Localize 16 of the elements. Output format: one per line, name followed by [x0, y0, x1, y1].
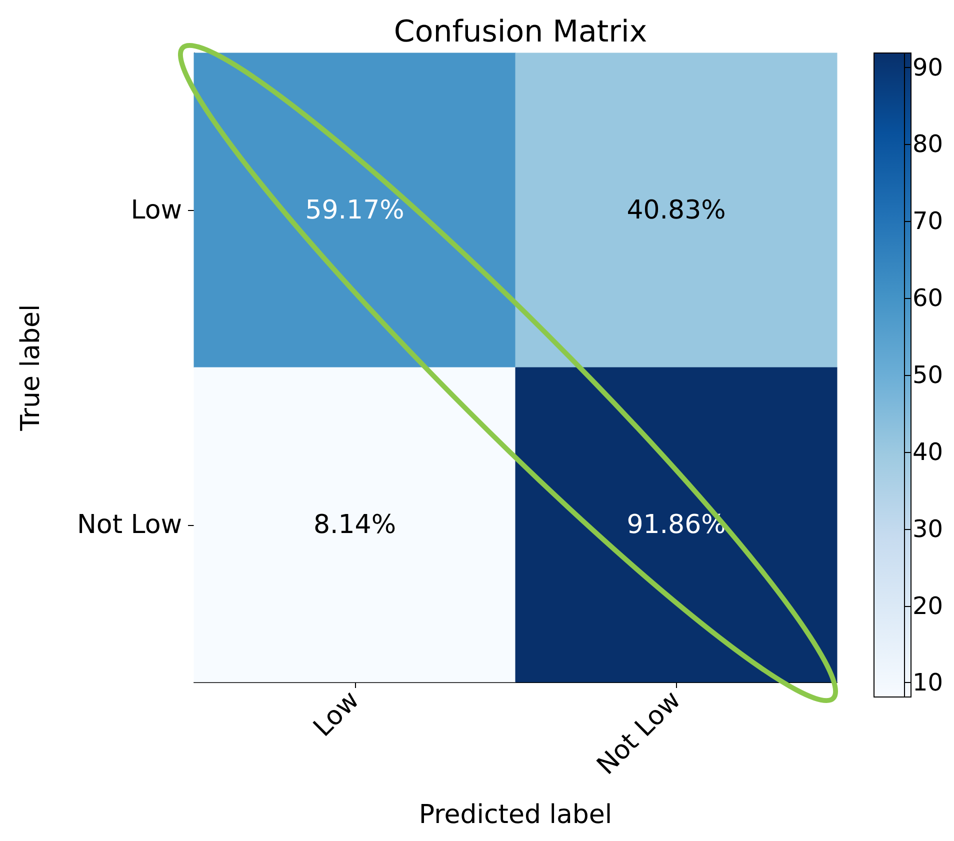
y-axis-title: True label: [16, 304, 46, 432]
data-label: 59.17%: [305, 195, 404, 226]
color-bar-label: 40: [912, 438, 944, 466]
x-axis-title: Predicted label: [418, 800, 612, 830]
color-bar-label: 50: [912, 361, 944, 389]
color-bar-label: 70: [912, 207, 944, 236]
color-bar-label: 90: [912, 53, 944, 82]
color-bar-label: 10: [912, 668, 944, 697]
data-label: 8.14%: [313, 510, 396, 540]
chart-title: Confusion Matrix: [394, 14, 648, 50]
color-bar-label: 30: [912, 514, 944, 543]
data-label: 91.86%: [626, 510, 726, 540]
color-bar-label: 20: [912, 592, 944, 620]
color-bar-label: 80: [912, 130, 944, 158]
data-label: 40.83%: [626, 195, 726, 226]
color-bar-label: 60: [912, 284, 944, 312]
